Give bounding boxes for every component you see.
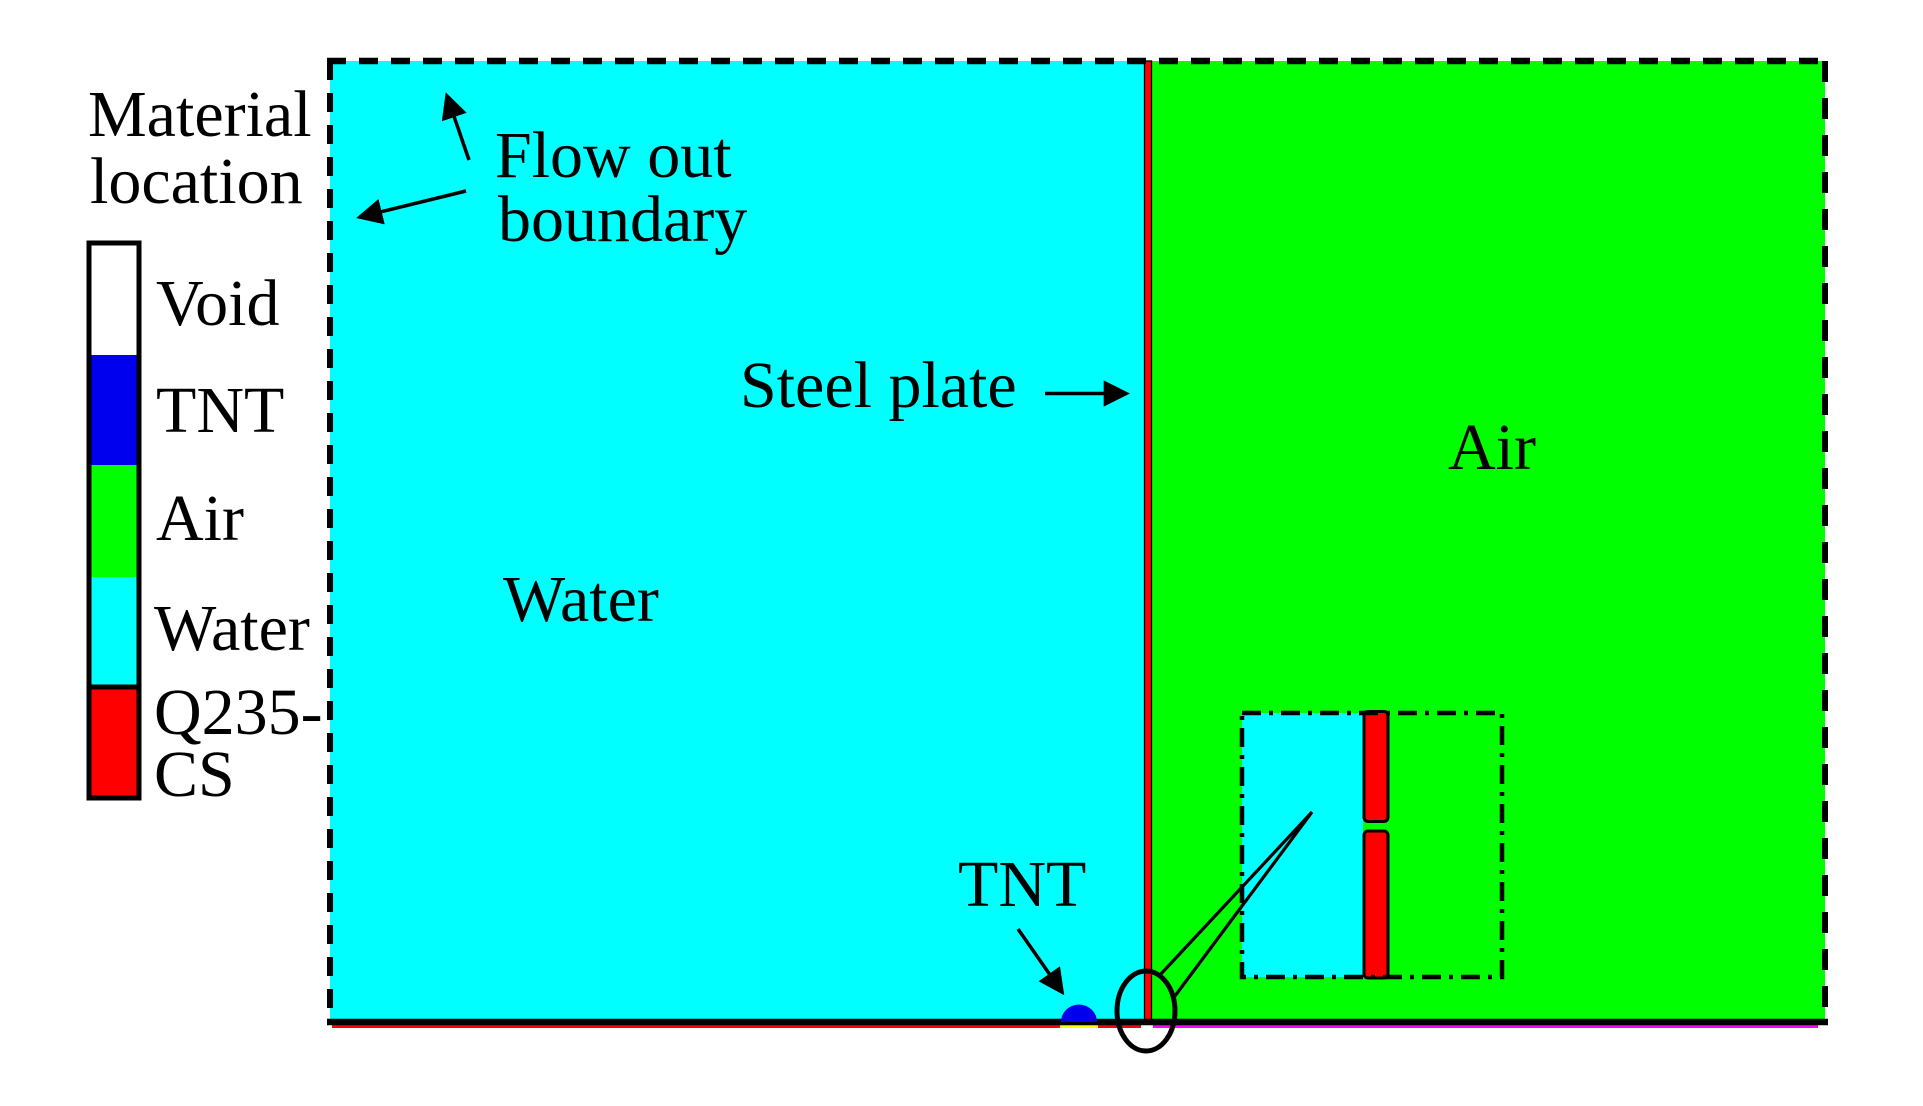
flow-out-arrow-up (441, 92, 471, 161)
steel-plate-label: Steel plate (740, 349, 1017, 422)
steel-plate-line (1143, 60, 1153, 1023)
legend-swatch-void (89, 243, 139, 355)
flow-out-label-line2: boundary (498, 183, 747, 256)
legend-swatch-q235cs (86, 684, 142, 801)
water-label: Water (503, 563, 659, 636)
legend-label-q235cs-line2: CS (154, 738, 235, 811)
legend-label-air: Air (156, 482, 244, 555)
flow-out-label-line1: Flow out (495, 119, 732, 192)
legend-label-water: Water (154, 592, 310, 665)
legend-swatch-water (89, 577, 139, 687)
tnt-charge (1061, 1004, 1097, 1022)
flow-out-arrow-left (356, 189, 467, 225)
zoom-inset-box (1239, 710, 1505, 980)
legend-label-q235cs-line1: Q235- (154, 676, 323, 749)
legend-swatch-air (89, 465, 139, 577)
tnt-label: TNT (958, 848, 1086, 921)
legend-label-void: Void (156, 267, 280, 340)
inset-border (1239, 710, 1505, 980)
inset-water-region (1242, 713, 1363, 977)
inset-steel-segment-top (1362, 710, 1390, 823)
inset-steel-segment-bottom (1362, 829, 1390, 980)
legend-title-line1: Material (88, 78, 312, 151)
legend-swatch-tnt (89, 355, 139, 465)
material-location-legend: Material location Void TNT Air Water Q23… (86, 78, 323, 811)
air-label: Air (1448, 411, 1536, 484)
simulation-domain (327, 57, 1828, 1028)
water-region (330, 61, 1148, 1022)
tnt-arrow (1016, 927, 1065, 996)
callout-line-lower (1170, 811, 1314, 1001)
magnifier-ellipse (1114, 968, 1178, 1054)
callout-line-upper (1158, 810, 1314, 977)
legend-title-line2: location (90, 145, 303, 218)
legend-label-tnt: TNT (156, 374, 284, 447)
